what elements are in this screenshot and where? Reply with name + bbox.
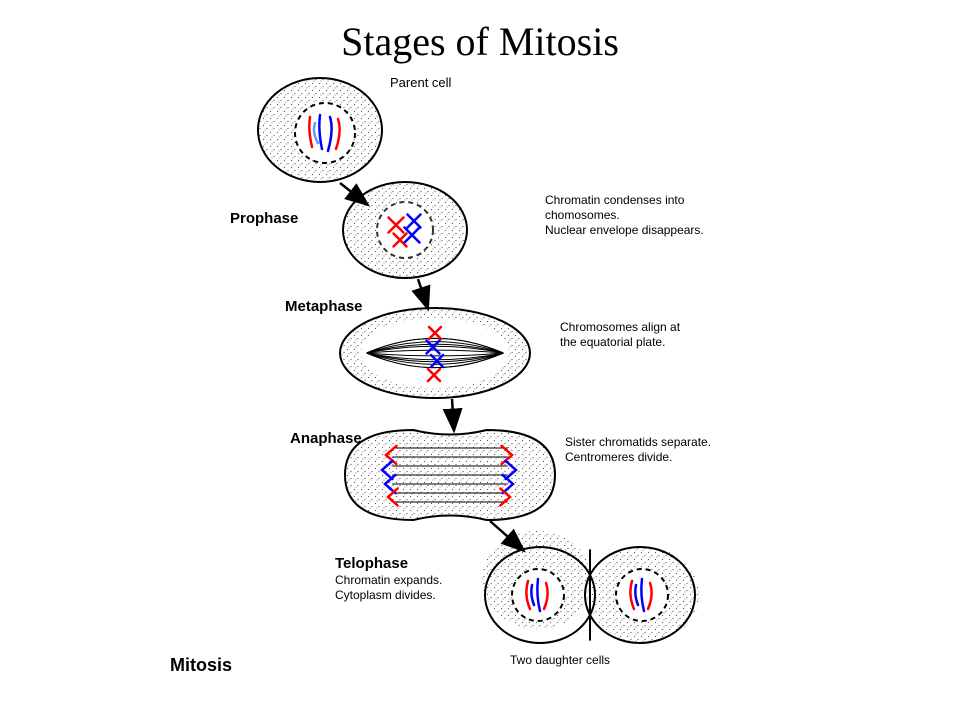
label-parent-cell: Parent cell [390,75,451,90]
label-daughter-cells: Two daughter cells [510,653,610,668]
desc-telophase: Chromatin expands. Cytoplasm divides. [335,573,442,603]
label-prophase: Prophase [230,210,298,227]
label-metaphase: Metaphase [285,298,363,315]
label-telophase: Telophase [335,555,408,572]
diagram-svg [150,75,810,695]
desc-prophase: Chromatin condenses into chomosomes. Nuc… [545,193,704,238]
label-mitosis: Mitosis [170,655,232,676]
page-title: Stages of Mitosis [0,18,960,65]
page: Stages of Mitosis Parent cell Prophase M… [0,0,960,720]
mitosis-diagram: Parent cell Prophase Metaphase Anaphase … [150,75,810,695]
desc-metaphase: Chromosomes align at the equatorial plat… [560,320,680,350]
desc-anaphase: Sister chromatids separate. Centromeres … [565,435,711,465]
label-anaphase: Anaphase [290,430,362,447]
